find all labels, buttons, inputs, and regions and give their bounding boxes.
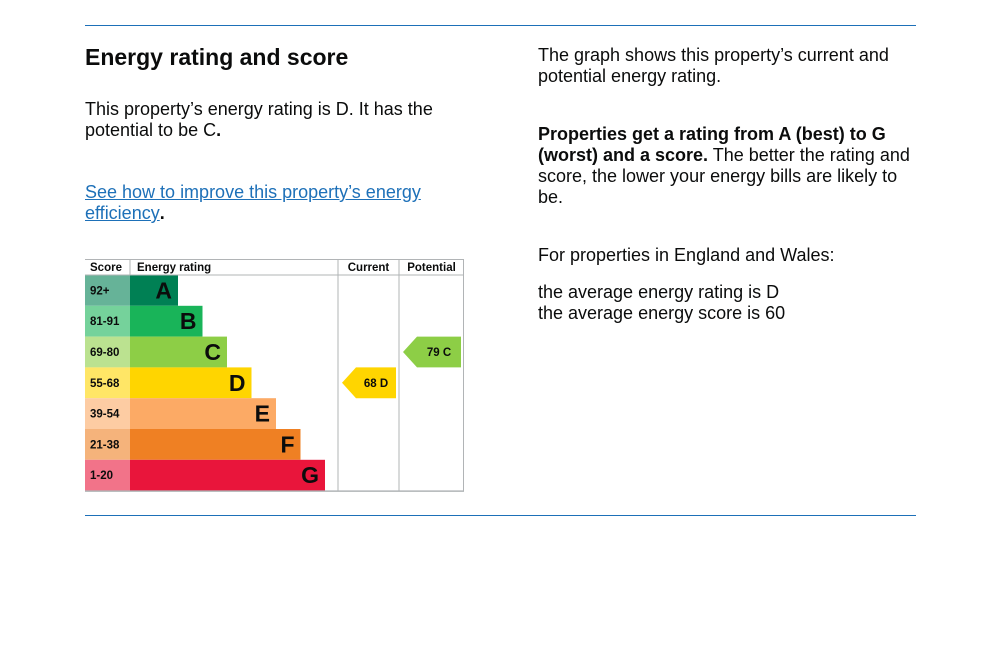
score-range-label: 55-68 [90,378,120,390]
graph-description: The graph shows this property’s current … [538,45,889,86]
score-range-label: 21-38 [90,439,120,451]
average-rating: the average energy rating is D [538,282,780,302]
rating-band-bar [130,305,203,337]
rating-scale-rest: The better the rating and score, the low… [538,145,910,207]
current-header: Current [348,262,390,274]
average-score: the average energy score is 60 [538,303,786,323]
potential-rating-label: 79 C [427,347,451,359]
score-range-cell [85,398,130,429]
improve-link-stop: . [159,203,165,223]
rating-band-letter: F [280,431,294,457]
rating-band-bar [130,429,301,460]
section-title: Energy rating and score [85,44,349,70]
rating-band-bar [130,398,276,429]
score-range-label: 92+ [90,285,110,297]
score-range-cell [85,275,130,306]
rating-summary-stop: . [216,120,222,140]
potential-header: Potential [407,262,456,274]
score-range-cell [85,459,130,491]
score-range-cell [85,429,130,460]
potential-rating-arrow [403,336,461,368]
score-range-cell [85,336,130,368]
rating-band-letter: G [301,462,319,488]
score-range-label: 81-91 [90,316,120,328]
energy-rating-header: Energy rating [137,262,211,274]
rating-band-letter: D [229,370,246,396]
score-range-label: 1-20 [90,470,113,482]
rating-band-letter: C [204,339,221,365]
improve-paragraph: See how to improve this property’s energ… [85,182,465,224]
rating-band-letter: B [180,308,197,334]
rating-scale-description: Properties get a rating from A (best) to… [538,124,918,208]
current-rating-arrow [342,367,396,399]
top-divider [85,25,916,26]
rating-band-bar [130,367,252,399]
score-range-cell [85,367,130,399]
rating-band-letter: E [255,401,270,427]
region-intro: For properties in England and Wales: [538,245,835,265]
rating-summary: This property’s energy rating is D. It h… [85,99,465,141]
score-range-cell [85,305,130,337]
score-range-label: 69-80 [90,347,119,359]
current-rating-label: 68 D [364,378,388,390]
rating-band-bar [130,336,227,368]
energy-rating-chart: Score Energy rating Current Potential 92+ A 81… [85,259,464,492]
rating-band-letter: A [155,277,172,303]
explanation-section: The graph shows this property’s current … [538,45,918,324]
score-header: Score [90,262,122,274]
rating-scale-bold: Properties get a rating from A (best) to… [538,124,886,165]
rating-summary-text: This property’s energy rating is D. It h… [85,99,433,140]
rating-band-bar [130,275,178,306]
score-range-label: 39-54 [90,409,120,421]
bottom-divider [85,515,916,516]
rating-band-bar [130,459,325,491]
rating-section: Energy rating and score This property’s … [85,40,465,224]
improve-efficiency-link[interactable]: See how to improve this property’s energ… [85,182,421,223]
